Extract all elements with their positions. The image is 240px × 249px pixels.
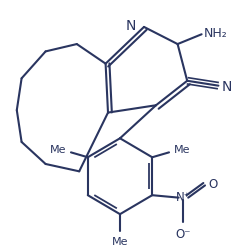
Text: O: O	[209, 178, 218, 191]
Text: Me: Me	[112, 237, 128, 248]
Text: O⁻: O⁻	[176, 228, 191, 241]
Text: N: N	[222, 80, 232, 94]
Text: N: N	[126, 19, 136, 33]
Text: NH₂: NH₂	[204, 27, 228, 40]
Text: Me: Me	[174, 145, 190, 155]
Text: Me: Me	[50, 145, 66, 155]
Text: N⁺: N⁺	[176, 191, 191, 204]
